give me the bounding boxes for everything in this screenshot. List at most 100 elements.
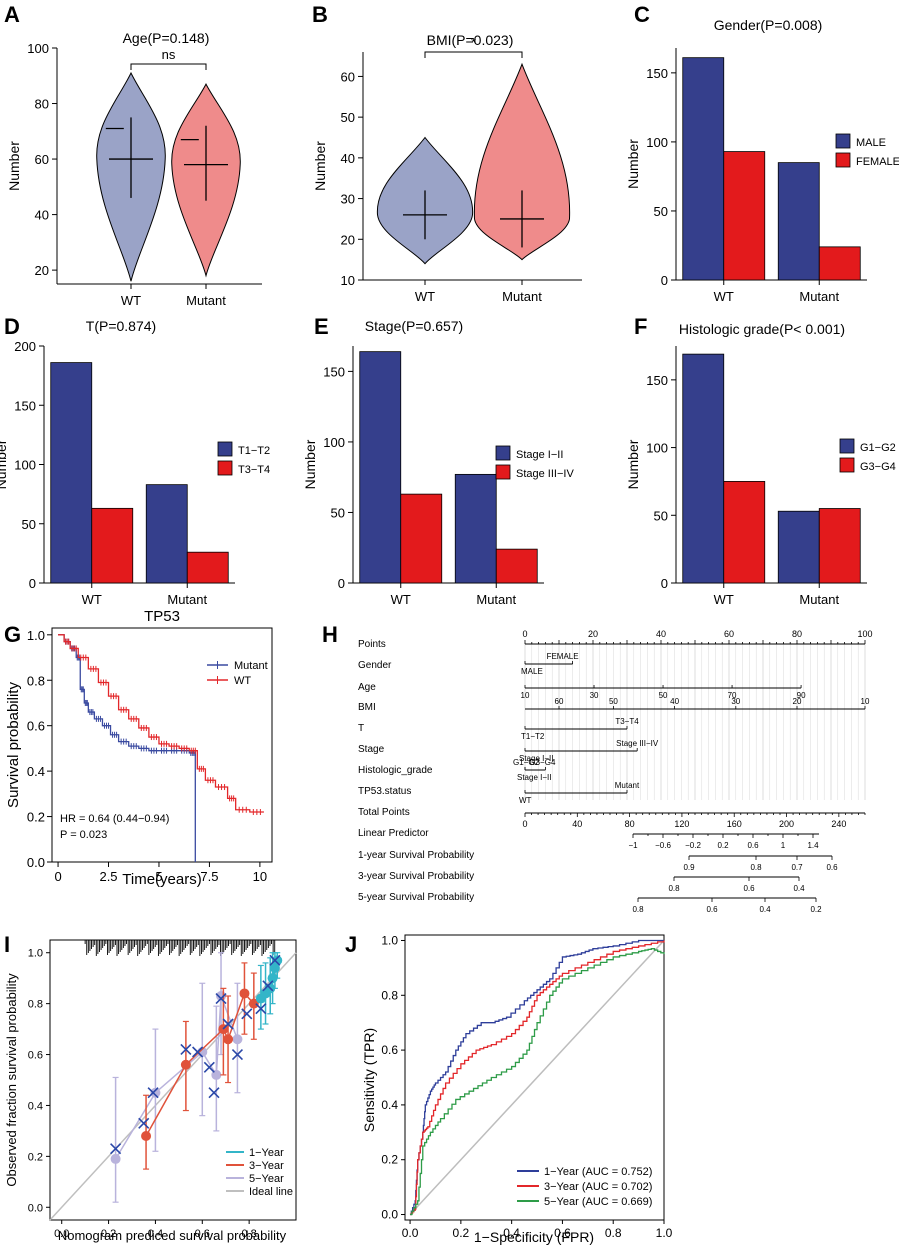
lp-label: 1 (781, 841, 786, 850)
legend-swatch (835, 133, 851, 149)
points-label: 60 (724, 629, 734, 639)
bar (777, 162, 820, 281)
nomogram-row-label: 3-year Survival Probability (358, 871, 474, 882)
x-axis-label: Nomogram prediced survival probability (58, 1228, 287, 1243)
y-tick-label: 0.0 (381, 1208, 398, 1222)
bar (91, 507, 134, 584)
hr-annotation: HR = 0.64 (0.44−0.94) (60, 813, 169, 825)
surv3-label: 0.4 (793, 884, 805, 893)
y-tick-label: 0.4 (381, 1098, 398, 1112)
grade-label: G1−G2 (513, 758, 540, 767)
calibration-point (150, 1087, 161, 1098)
x-tick-label: WT (82, 592, 102, 607)
observed-cross (231, 1048, 243, 1061)
y-tick-label: 0.6 (27, 719, 45, 734)
bar-chart-c: 0 50 100 150 WT Mutant Gender(P=0.008) Number MA… (625, 17, 899, 304)
chart-title: Stage(P=0.657) (365, 318, 463, 334)
plot-frame (404, 934, 665, 1221)
y-tick-label: 40 (341, 151, 355, 166)
y-tick-label: 150 (323, 364, 345, 379)
legend-label: FEMALE (856, 156, 899, 168)
y-tick-label: 60 (35, 152, 49, 167)
x-tick-label: 0.2 (101, 1228, 116, 1240)
legend-swatch (217, 460, 233, 476)
observed-cross (192, 1046, 204, 1058)
x-tick-label: 5 (155, 869, 162, 884)
y-tick-label: 0 (661, 576, 668, 591)
nomogram: Points Gender Age BMI T Stage Histologic_grade… (358, 629, 873, 914)
legend-label: Stage I−II (516, 449, 563, 461)
t-stage-label: T1−T2 (521, 732, 545, 741)
nomogram-row-label: TP53.status (358, 786, 411, 797)
lp-label: 1.4 (807, 841, 819, 850)
observed-cross (241, 1008, 253, 1020)
bar (818, 508, 861, 584)
nomogram-row-label: Linear Predictor (358, 828, 429, 839)
y-tick-label: 0.8 (28, 999, 43, 1011)
gender-label: FEMALE (547, 652, 579, 661)
legend-label: 3−Year (AUC = 0.702) (544, 1181, 652, 1193)
legend-label: WT (234, 675, 251, 687)
km-curve (58, 634, 196, 862)
roc-curve (410, 939, 664, 1216)
y-axis-label: Number (625, 439, 641, 489)
legend-label: G1−G2 (860, 442, 896, 454)
observed-cross (110, 1143, 122, 1155)
calibration-point (272, 955, 283, 966)
legend-label: 3−Year (249, 1160, 284, 1172)
observed-cross (222, 1018, 234, 1030)
x-tick-label: Mutant (799, 289, 839, 304)
chart-title: Gender(P=0.008) (714, 17, 823, 33)
x-tick-label: 7.5 (200, 869, 218, 884)
tp53-label: WT (519, 796, 532, 805)
y-tick-label: 0.8 (381, 988, 398, 1002)
y-axis-label: Number (6, 141, 22, 191)
panel-label-d: D (4, 314, 20, 339)
y-tick-label: 40 (35, 208, 49, 223)
legend-swatch (217, 441, 233, 457)
total-points-label: 160 (727, 819, 742, 829)
panel-label-h: H (322, 622, 338, 647)
y-tick-label: 50 (331, 505, 345, 520)
total-points-label: 0 (522, 819, 527, 829)
nomogram-row-label: Histologic_grade (358, 765, 433, 776)
gender-label: MALE (521, 667, 543, 676)
p-annotation: P = 0.023 (60, 829, 107, 841)
x-tick-label: WT (714, 289, 734, 304)
surv1-label: 0.6 (826, 863, 838, 872)
age-label: 90 (797, 691, 806, 700)
chart-title: Age(P=0.148) (123, 30, 210, 46)
points-label: 20 (588, 629, 598, 639)
y-tick-label: 0.6 (28, 1050, 43, 1062)
x-tick-label: 0.2 (453, 1226, 470, 1240)
bar-chart-f: 0 50 100 150 WT Mutant Histologic grade(P< 0.0… (625, 321, 896, 607)
legend-label: 1−Year (AUC = 0.752) (544, 1166, 652, 1178)
y-axis-label: Number (625, 139, 641, 189)
x-tick-label: 0.6 (554, 1226, 571, 1240)
bar (359, 351, 402, 584)
violin-shape (473, 62, 571, 261)
x-tick-label: WT (415, 289, 435, 304)
age-label: 70 (728, 691, 737, 700)
nomogram-row-label: 1-year Survival Probability (358, 850, 474, 861)
y-tick-label: 0 (338, 576, 345, 591)
nomogram-row-label: 5-year Survival Probability (358, 892, 474, 903)
nomogram-row-label: Stage (358, 744, 385, 755)
y-tick-label: 0.8 (27, 673, 45, 688)
legend-label: T1−T2 (238, 445, 270, 457)
y-axis-label: Number (312, 141, 328, 191)
lp-label: −0.6 (655, 841, 671, 850)
points-label: 0 (522, 629, 527, 639)
bar (682, 57, 725, 281)
y-tick-label: 150 (14, 398, 36, 413)
y-tick-label: 100 (27, 41, 49, 56)
y-axis-label: Observed fraction survival probability (4, 973, 19, 1187)
lp-label: −1 (628, 841, 638, 850)
y-tick-label: 60 (341, 69, 355, 84)
nomogram-row-label: Points (358, 639, 386, 650)
legend-label: G3−G4 (860, 461, 896, 473)
bar (777, 510, 820, 584)
y-tick-label: 20 (35, 263, 49, 278)
bar (145, 484, 188, 584)
